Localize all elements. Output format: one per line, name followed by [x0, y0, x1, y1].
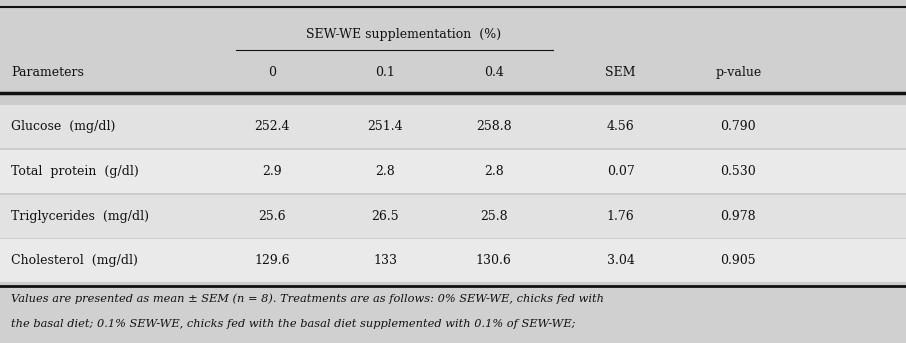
Text: 129.6: 129.6	[254, 254, 290, 267]
Text: Values are presented as mean ± SEM (n = 8). Treatments are as follows: 0% SEW-WE: Values are presented as mean ± SEM (n = …	[11, 293, 604, 304]
Text: 258.8: 258.8	[476, 120, 512, 133]
Text: 0.790: 0.790	[720, 120, 757, 133]
Text: 26.5: 26.5	[371, 210, 399, 223]
Text: 0.1: 0.1	[375, 66, 395, 79]
Text: 2.8: 2.8	[375, 165, 395, 178]
Text: 133: 133	[373, 254, 397, 267]
Text: SEM: SEM	[605, 66, 636, 79]
Bar	[0, 286, 906, 343]
Text: 0.905: 0.905	[720, 254, 757, 267]
Bar	[0, 239, 906, 282]
Text: Cholesterol  (mg/dl): Cholesterol (mg/dl)	[11, 254, 138, 267]
Text: 252.4: 252.4	[254, 120, 290, 133]
Text: 3.04: 3.04	[607, 254, 634, 267]
Text: 0.978: 0.978	[720, 210, 757, 223]
Bar	[0, 106, 906, 148]
Text: 25.6: 25.6	[258, 210, 285, 223]
Text: Glucose  (mg/dl): Glucose (mg/dl)	[11, 120, 115, 133]
Text: 25.8: 25.8	[480, 210, 507, 223]
Bar	[0, 7, 906, 93]
Text: 2.9: 2.9	[262, 165, 282, 178]
Text: 4.56: 4.56	[607, 120, 634, 133]
Text: Total  protein  (g/dl): Total protein (g/dl)	[11, 165, 139, 178]
Text: 251.4: 251.4	[367, 120, 403, 133]
Text: 0.4: 0.4	[484, 66, 504, 79]
Text: 130.6: 130.6	[476, 254, 512, 267]
Text: 1.76: 1.76	[607, 210, 634, 223]
Bar	[0, 150, 906, 193]
Text: Parameters: Parameters	[11, 66, 83, 79]
Text: 0.530: 0.530	[720, 165, 757, 178]
Text: 0: 0	[268, 66, 275, 79]
Text: 2.8: 2.8	[484, 165, 504, 178]
Text: p-value: p-value	[715, 66, 762, 79]
Text: Triglycerides  (mg/dl): Triglycerides (mg/dl)	[11, 210, 149, 223]
Text: 0.07: 0.07	[607, 165, 634, 178]
Text: SEW-WE supplementation  (%): SEW-WE supplementation (%)	[305, 28, 501, 41]
Text: the basal diet; 0.1% SEW-WE, chicks fed with the basal diet supplemented with 0.: the basal diet; 0.1% SEW-WE, chicks fed …	[11, 319, 575, 329]
Bar	[0, 195, 906, 237]
